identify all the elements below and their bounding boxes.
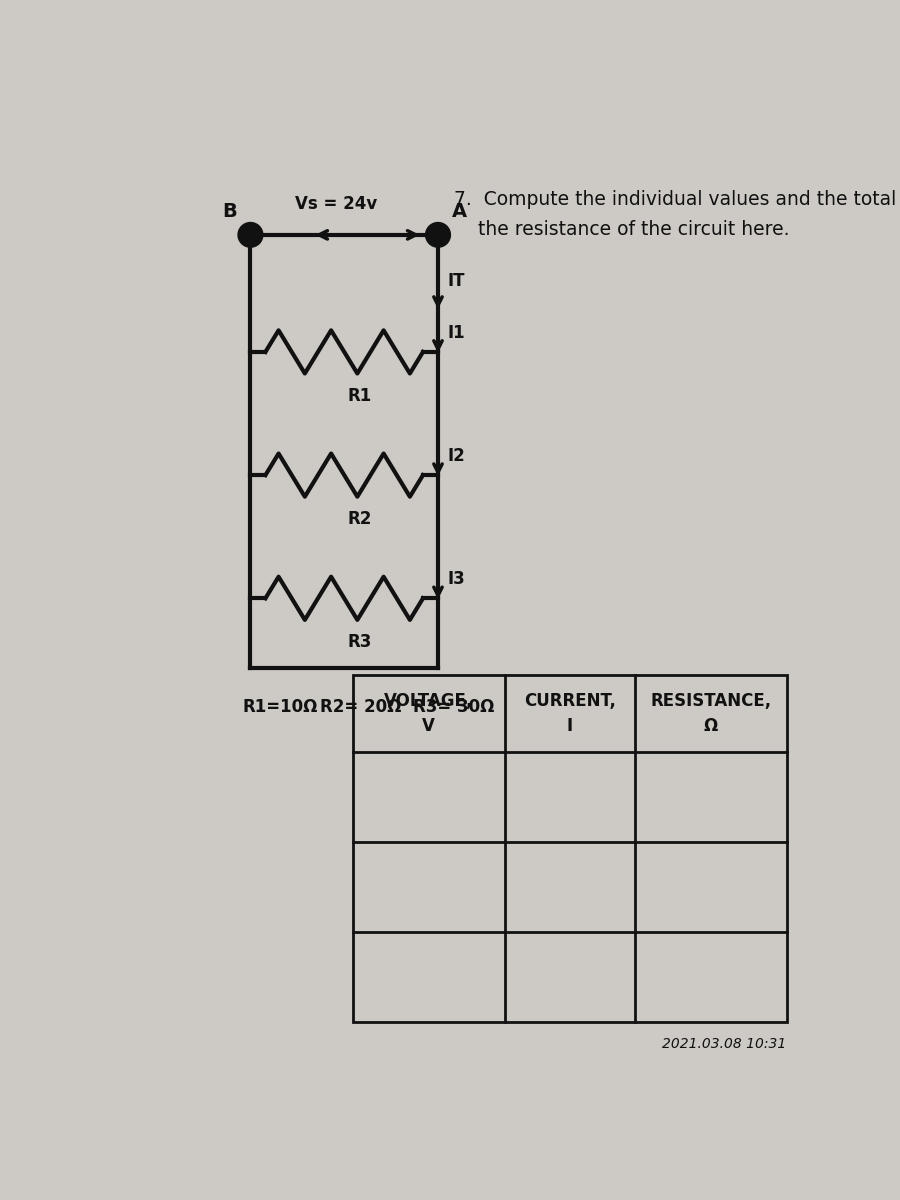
Text: 7.  Compute the individual values and the total values of the voltage, the curre: 7. Compute the individual values and the… xyxy=(454,190,900,239)
Text: CURRENT,
I: CURRENT, I xyxy=(524,692,616,734)
Text: R3= 30Ω: R3= 30Ω xyxy=(413,698,495,716)
Circle shape xyxy=(426,222,450,247)
Text: I2: I2 xyxy=(447,446,465,464)
Text: I1: I1 xyxy=(447,324,465,342)
Text: R1: R1 xyxy=(347,386,372,404)
Text: 2021.03.08 10:31: 2021.03.08 10:31 xyxy=(662,1037,787,1051)
Text: R1=10Ω: R1=10Ω xyxy=(243,698,318,716)
Text: IT: IT xyxy=(447,272,464,290)
Text: I3: I3 xyxy=(447,570,465,588)
Text: R3: R3 xyxy=(347,632,372,650)
Text: Vs = 24v: Vs = 24v xyxy=(295,196,378,214)
Text: B: B xyxy=(221,202,237,221)
Text: VOLTAGE,
V: VOLTAGE, V xyxy=(384,692,473,734)
Text: RESISTANCE,
Ω: RESISTANCE, Ω xyxy=(650,692,771,734)
Bar xyxy=(353,676,787,1022)
Text: R2: R2 xyxy=(347,510,372,528)
Text: R2= 20Ω: R2= 20Ω xyxy=(320,698,401,716)
Circle shape xyxy=(238,222,263,247)
Text: A: A xyxy=(452,202,467,221)
